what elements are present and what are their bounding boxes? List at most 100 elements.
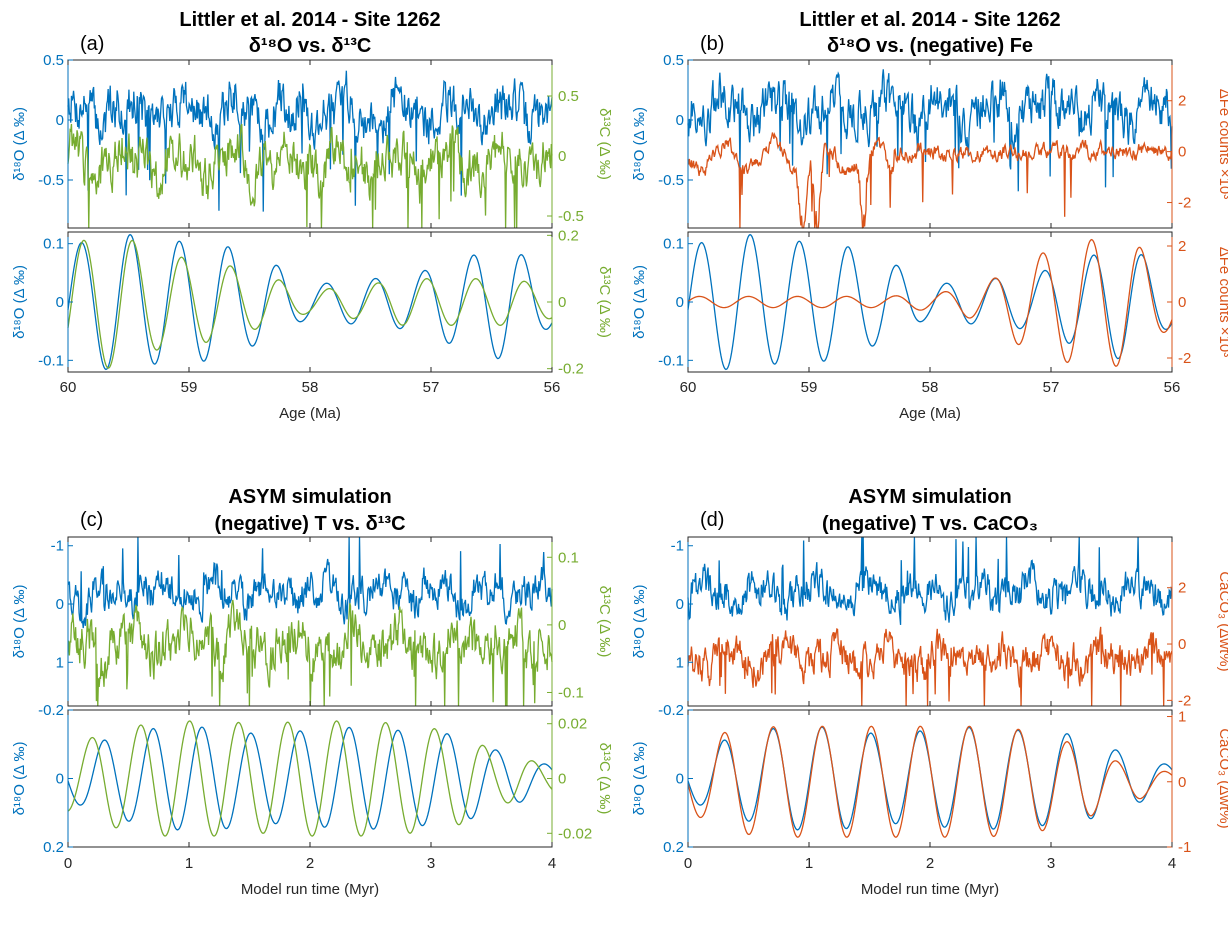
left-tick-label: -0.2: [658, 702, 684, 719]
subplot-top: 0.5 0 -0.5 2 0 -2 δ¹⁸O (Δ ‰) ΔFe counts ×10³: [631, 52, 1228, 229]
left-tick-label: 0: [56, 112, 64, 129]
x-tick-label: 60: [680, 379, 697, 396]
right-tick-label: 0.02: [558, 716, 587, 733]
x-tick-label: 60: [60, 379, 77, 396]
series-line-blue: [67, 233, 553, 371]
right-tick-label: 0.5: [558, 88, 579, 105]
x-tick-label: 59: [801, 379, 818, 396]
right-axis-label: δ¹³C (Δ ‰): [596, 586, 613, 658]
series-line-orange: [687, 626, 1173, 707]
panel-subtitle: (negative) T vs. δ¹³C: [214, 513, 405, 535]
left-tick-label: 0.1: [43, 236, 64, 253]
x-axis-label: Age (Ma): [899, 405, 961, 422]
x-tick-label: 59: [181, 379, 198, 396]
right-tick-label: -2: [1178, 195, 1191, 212]
right-tick-label: 2: [1178, 93, 1186, 110]
right-tick-label: 0: [1178, 774, 1186, 791]
right-tick-label: -2: [1178, 692, 1191, 709]
panel-title: ASYM simulation: [228, 486, 391, 508]
left-tick-label: -1: [51, 538, 64, 555]
right-tick-label: -1: [1178, 839, 1191, 856]
series-line-green: [67, 720, 553, 837]
series-line-blue: [687, 69, 1173, 192]
left-axis-label: δ¹⁸O (Δ ‰): [631, 265, 648, 339]
left-tick-label: 0.5: [43, 52, 64, 69]
panel-title: ASYM simulation: [848, 486, 1011, 508]
series-line-blue: [687, 233, 1173, 371]
right-tick-label: 1: [1178, 709, 1186, 726]
series-line-orange: [687, 238, 1173, 367]
x-tick-label: 1: [805, 855, 813, 872]
left-tick-label: -0.5: [658, 172, 684, 189]
left-axis-label: δ¹⁸O (Δ ‰): [631, 742, 648, 816]
x-tick-label: 58: [302, 379, 319, 396]
x-axis-label: Age (Ma): [279, 405, 341, 422]
panel-b: Littler et al. 2014 - Site 1262 δ¹⁸O vs. …: [631, 9, 1228, 422]
x-tick-label: 58: [922, 379, 939, 396]
x-tick-label: 3: [1047, 855, 1055, 872]
left-tick-label: 0: [56, 596, 64, 613]
panel-title: Littler et al. 2014 - Site 1262: [799, 9, 1060, 31]
panel-subtitle: δ¹⁸O vs. (negative) Fe: [827, 35, 1033, 57]
right-tick-label: -0.02: [558, 825, 592, 842]
panel-title: Littler et al. 2014 - Site 1262: [179, 9, 440, 31]
right-tick-label: 0.1: [558, 549, 579, 566]
series-line-blue: [67, 536, 553, 629]
left-tick-label: 0: [676, 112, 684, 129]
right-tick-label: 2: [1178, 238, 1186, 255]
right-tick-label: -0.1: [558, 684, 584, 701]
left-tick-label: 1: [56, 654, 64, 671]
subplot-bottom: 0.1 0 -0.1 0.2 0 -0.2 δ¹⁸O (Δ ‰) δ¹³C (Δ ‰) 60 59…: [11, 227, 613, 396]
right-axis-label: δ¹³C (Δ ‰): [596, 266, 613, 338]
left-tick-label: 0.1: [663, 236, 684, 253]
panel-c: ASYM simulation(negative) T vs. δ¹³C(c)-…: [11, 486, 613, 898]
panel-letter: (d): [700, 509, 724, 531]
right-tick-label: -0.2: [558, 361, 584, 378]
axes-frame: [67, 231, 553, 373]
x-tick-label: 1: [185, 855, 193, 872]
right-tick-label: 0.2: [558, 227, 579, 244]
series-line-blue: [67, 726, 553, 831]
series-line-orange: [687, 725, 1173, 838]
series-line-blue: [687, 726, 1173, 831]
right-axis-label: ΔFe counts ×10³: [1216, 247, 1228, 358]
x-tick-label: 0: [64, 855, 72, 872]
left-tick-label: 0: [56, 294, 64, 311]
subplot-bottom: 0.1 0 -0.1 2 0 -2 δ¹⁸O (Δ ‰) ΔFe counts ×10³ 60 5…: [631, 231, 1228, 396]
left-axis-label: δ¹⁸O (Δ ‰): [631, 107, 648, 181]
series-line-blue: [687, 536, 1173, 625]
subplot-top: 0.5 0 -0.5 0.5 0 -0.5 δ¹⁸O (Δ ‰) δ¹³C (Δ ‰): [11, 52, 613, 229]
x-axis-label: Model run time (Myr): [241, 881, 379, 898]
x-tick-label: 56: [544, 379, 561, 396]
right-tick-label: 0: [1178, 636, 1186, 653]
left-axis-label: δ¹⁸O (Δ ‰): [11, 742, 28, 816]
left-tick-label: 0: [676, 771, 684, 788]
left-tick-label: 0: [676, 596, 684, 613]
right-axis-label: CaCO₃ (Δwt%): [1216, 571, 1228, 671]
subplot-top: -1 0 1 2 0 -2 δ¹⁸O (Δ ‰) CaCO₃ (Δwt%): [631, 536, 1228, 709]
x-axis-label: Model run time (Myr): [861, 881, 999, 898]
right-tick-label: 0: [1178, 294, 1186, 311]
x-tick-label: 57: [1043, 379, 1060, 396]
right-tick-label: 0: [1178, 144, 1186, 161]
right-axis-label: δ¹³C (Δ ‰): [596, 108, 613, 180]
right-tick-label: 0: [558, 617, 566, 634]
left-tick-label: 0: [676, 294, 684, 311]
right-axis-label: ΔFe counts ×10³: [1216, 89, 1228, 200]
left-tick-label: -1: [671, 538, 684, 555]
x-tick-label: 57: [423, 379, 440, 396]
series-line-green: [67, 239, 553, 369]
panel-subtitle: δ¹⁸O vs. δ¹³C: [249, 35, 372, 57]
panel-letter: (b): [700, 33, 724, 55]
right-tick-label: -2: [1178, 350, 1191, 367]
left-tick-label: 0.2: [663, 839, 684, 856]
left-tick-label: 0.5: [663, 52, 684, 69]
panel-a: Littler et al. 2014 - Site 1262 δ¹⁸O vs. …: [11, 9, 613, 422]
x-tick-label: 0: [684, 855, 692, 872]
left-tick-label: -0.2: [38, 702, 64, 719]
panel-letter: (c): [80, 509, 103, 531]
right-tick-label: -0.5: [558, 208, 584, 225]
